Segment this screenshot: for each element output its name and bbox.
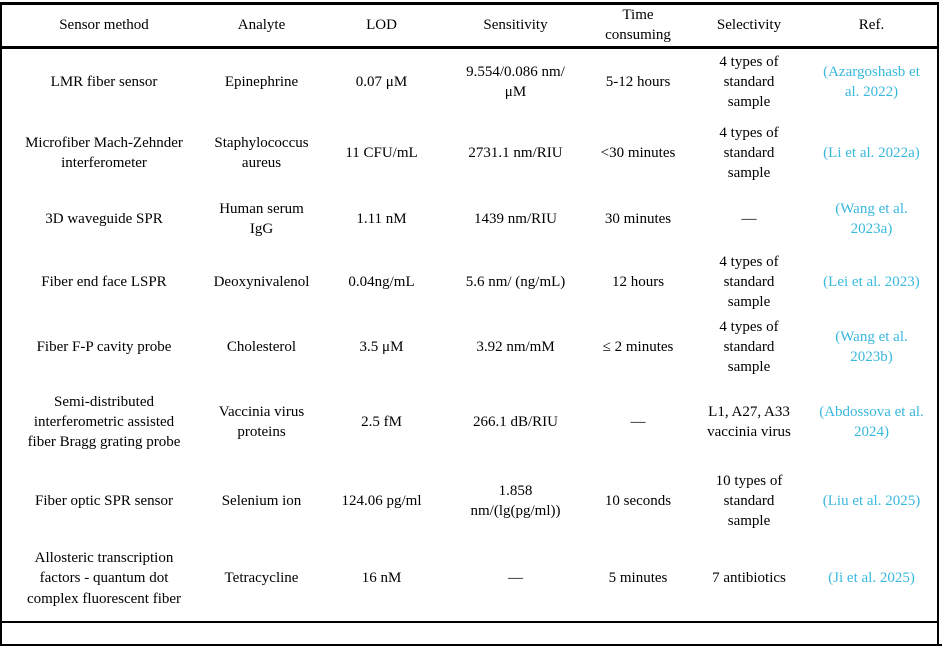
cell-analyte: Vaccinia virus proteins <box>218 403 305 440</box>
cell-time-consuming: 5 minutes <box>608 570 668 587</box>
cell-analyte: Cholesterol <box>226 338 297 355</box>
cell-selectivity: 10 types of standard sample <box>715 472 783 530</box>
cell-selectivity: 4 types of standard sample <box>719 318 779 376</box>
cell-analyte: Tetracycline <box>224 570 299 587</box>
citation-link[interactable]: (Azargoshasb et al. 2022) <box>823 64 920 101</box>
table-frame-bottom-border <box>0 644 942 646</box>
cell-time-consuming: 12 hours <box>611 273 665 290</box>
cell-selectivity: L1, A27, A33 vaccinia virus <box>707 403 791 440</box>
citation-link[interactable]: (Liu et al. 2025) <box>822 492 921 509</box>
cell-sensitivity: 1439 nm/RIU <box>474 210 557 227</box>
cell-lod: 0.07 μM <box>355 74 408 91</box>
cell-sensor-method: Microfiber Mach-Zehnder interferometer <box>25 134 183 171</box>
table-row: Fiber end face LSPR Deoxynivalenol 0.04n… <box>0 248 938 316</box>
cell-time-consuming: 30 minutes <box>604 210 672 227</box>
cell-sensor-method: Fiber optic SPR sensor <box>35 492 173 509</box>
table-header-row: Sensor method Analyte LOD Sensitivity Ti… <box>0 4 938 47</box>
cell-analyte: Epinephrine <box>224 74 299 91</box>
column-header-ref: Ref. <box>858 17 885 34</box>
cell-analyte: Deoxynivalenol <box>213 273 310 290</box>
cell-sensitivity: 5.6 nm/ (ng/mL) <box>465 273 566 290</box>
cell-selectivity: — <box>741 210 757 227</box>
citation-link[interactable]: (Ji et al. 2025) <box>828 570 915 587</box>
citation-link[interactable]: (Wang et al. 2023a) <box>835 200 908 237</box>
column-header-time-consuming: Time consuming <box>605 7 671 44</box>
table-row: 3D waveguide SPR Human serum IgG 1.11 nM… <box>0 190 938 248</box>
cell-sensitivity: — <box>508 570 523 587</box>
cell-time-consuming: ≤ 2 minutes <box>602 338 674 355</box>
cell-lod: 2.5 fM <box>361 413 402 430</box>
cell-sensor-method: LMR fiber sensor <box>50 74 158 91</box>
cell-sensor-method: 3D waveguide SPR <box>45 210 163 227</box>
column-header-sensor-method: Sensor method <box>59 17 149 34</box>
column-header-analyte: Analyte <box>237 17 286 34</box>
cell-selectivity: 7 antibiotics <box>712 570 786 587</box>
cell-sensor-method: Fiber end face LSPR <box>41 273 167 290</box>
cell-lod: 3.5 μM <box>359 338 404 355</box>
citation-link[interactable]: (Abdossova et al. 2024) <box>819 403 924 440</box>
table-frame-left-border <box>0 2 2 646</box>
table-row: LMR fiber sensor Epinephrine 0.07 μM 9.5… <box>0 47 938 116</box>
cell-lod: 124.06 pg/ml <box>341 492 422 509</box>
cell-sensitivity: 266.1 dB/RIU <box>472 413 558 430</box>
table-frame-right-border <box>937 2 939 646</box>
cell-time-consuming: <30 minutes <box>600 144 676 161</box>
table-row: Fiber F-P cavity probe Cholesterol 3.5 μ… <box>0 316 938 378</box>
cell-selectivity: 4 types of standard sample <box>719 53 779 111</box>
column-header-sensitivity: Sensitivity <box>483 17 548 34</box>
cell-time-consuming: 10 seconds <box>604 492 672 509</box>
cell-sensor-method: Semi-distributed interferometric assiste… <box>27 393 181 451</box>
cell-sensitivity: 1.858 nm/(lg(pg/ml)) <box>470 482 561 519</box>
cell-time-consuming: — <box>630 413 646 430</box>
cell-lod: 11 CFU/mL <box>345 144 418 161</box>
sensor-comparison-table: Sensor method Analyte LOD Sensitivity Ti… <box>0 2 938 623</box>
cell-sensor-method: Fiber F-P cavity probe <box>36 338 172 355</box>
table-row: Allosteric transcription factors - quant… <box>0 536 938 622</box>
column-header-selectivity: Selectivity <box>716 17 782 34</box>
cell-time-consuming: 5-12 hours <box>605 74 671 91</box>
table-row: Semi-distributed interferometric assiste… <box>0 378 938 466</box>
column-header-lod: LOD <box>366 17 397 34</box>
cell-lod: 0.04ng/mL <box>348 273 415 290</box>
citation-link[interactable]: (Li et al. 2022a) <box>823 144 920 161</box>
citation-link[interactable]: (Wang et al. 2023b) <box>835 328 908 365</box>
table-row: Microfiber Mach-Zehnder interferometer S… <box>0 116 938 190</box>
citation-link[interactable]: (Lei et al. 2023) <box>823 273 920 290</box>
cell-analyte: Staphylococcus aureus <box>214 134 309 171</box>
cell-selectivity: 4 types of standard sample <box>719 124 779 182</box>
cell-sensor-method: Allosteric transcription factors - quant… <box>26 550 182 607</box>
cell-selectivity: 4 types of standard sample <box>719 253 779 311</box>
cell-sensitivity: 9.554/0.086 nm/μM <box>466 64 565 101</box>
cell-analyte: Human serum IgG <box>219 200 304 237</box>
cell-lod: 16 nM <box>361 570 402 587</box>
cell-sensitivity: 2731.1 nm/RIU <box>468 144 563 161</box>
cell-lod: 1.11 nM <box>356 210 407 227</box>
cell-analyte: Selenium ion <box>221 492 302 509</box>
table-row: Fiber optic SPR sensor Selenium ion 124.… <box>0 466 938 536</box>
cell-sensitivity: 3.92 nm/mM <box>476 338 555 355</box>
